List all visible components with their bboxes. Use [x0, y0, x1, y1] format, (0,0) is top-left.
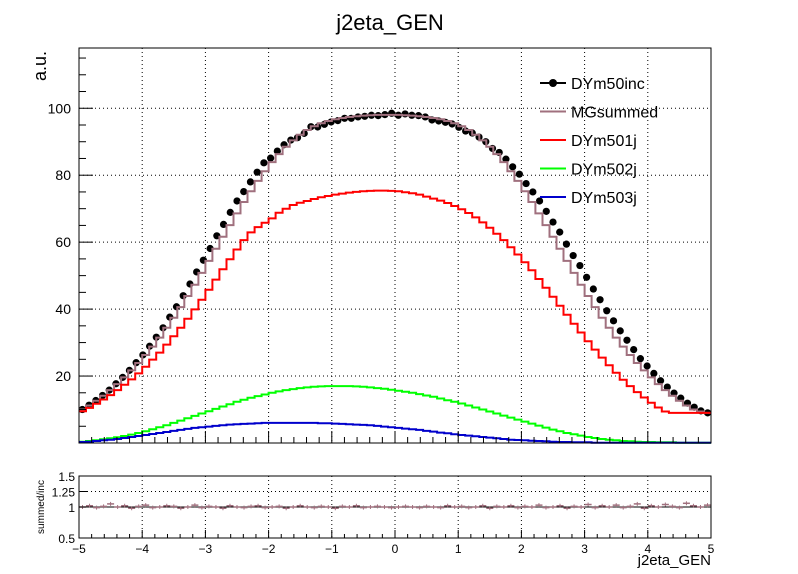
data-point: [650, 369, 658, 377]
data-point: [589, 285, 597, 293]
data-point: [529, 188, 537, 196]
data-point: [636, 355, 645, 363]
ratio-series-layer: [79, 501, 711, 511]
y-tick-label: 20: [55, 368, 71, 384]
data-point: [616, 327, 624, 335]
x-tick-label: 4: [644, 542, 651, 556]
data-point: [260, 159, 268, 167]
data-point: [663, 383, 671, 391]
ratio-y-tick-label: 1: [68, 501, 75, 515]
legend-label-DYm501j: DYm501j: [571, 133, 637, 150]
data-point: [515, 170, 523, 178]
lower-axes: −5 −4 −3 −2 −1 0 1 2 3 4 50.511.251.5: [52, 470, 715, 556]
data-point: [556, 228, 564, 236]
data-point: [656, 377, 665, 385]
x-tick-label: −3: [199, 542, 213, 556]
data-point: [623, 336, 631, 344]
x-tick-label: −2: [262, 542, 276, 556]
data-point: [535, 197, 544, 205]
data-point: [246, 178, 255, 186]
x-tick-label: −5: [72, 542, 86, 556]
legend-label-DYm502j: DYm502j: [571, 162, 637, 179]
data-point: [233, 197, 241, 205]
upper-series-layer: [78, 109, 712, 444]
data-point: [273, 147, 281, 155]
data-point: [219, 220, 228, 229]
legend: DYm50inc MGsummed DYm501j DYm502j DYm503j: [540, 76, 658, 207]
x-tick-label: 2: [518, 542, 525, 556]
legend-label-DYm503j: DYm503j: [571, 190, 637, 207]
legend-marker-DYm50inc: [549, 79, 557, 87]
data-point: [569, 251, 577, 260]
data-point: [603, 307, 611, 315]
data-point: [502, 155, 510, 163]
data-point: [643, 362, 651, 370]
data-point: [596, 296, 604, 304]
data-point: [253, 168, 261, 176]
data-point: [583, 273, 591, 281]
upper-axes: 20 40 60 80 100: [48, 57, 712, 443]
x-tick-label: 1: [455, 542, 462, 556]
upper-grid: [79, 48, 711, 443]
ratio-y-tick-label: 0.5: [58, 532, 75, 546]
data-point: [549, 218, 557, 226]
y-tick-label: 100: [48, 100, 72, 116]
x-tick-label: 5: [708, 542, 715, 556]
y-axis-label: a.u.: [30, 51, 50, 81]
ratio-y-axis-label: summed/inc: [36, 480, 47, 534]
y-tick-label: 80: [55, 167, 71, 183]
data-point: [226, 208, 234, 216]
legend-label-DYm50inc: DYm50inc: [571, 76, 645, 93]
chart-title: j2eta_GEN: [335, 10, 444, 35]
y-tick-label: 60: [55, 234, 71, 250]
data-point: [267, 154, 275, 162]
series-line-DYm501j: [79, 189, 711, 414]
series-line-MGsummed: [79, 113, 711, 414]
ratio-y-tick-label: 1.5: [58, 470, 75, 484]
ratio-y-tick-label: 1.25: [52, 486, 76, 500]
data-point: [542, 207, 550, 215]
series-line-DYm503j: [79, 421, 711, 444]
data-point: [576, 261, 584, 270]
x-axis-label: j2eta_GEN: [637, 552, 711, 569]
y-tick-label: 40: [55, 301, 71, 317]
x-tick-label: 3: [581, 542, 588, 556]
x-tick-label: 0: [392, 542, 399, 556]
legend-label-MGsummed: MGsummed: [571, 105, 658, 122]
data-point: [522, 179, 530, 188]
data-point: [562, 240, 571, 248]
data-point: [509, 163, 517, 171]
x-tick-label: −4: [135, 542, 149, 556]
data-point: [630, 346, 638, 354]
data-point: [240, 188, 248, 196]
data-point: [609, 317, 618, 325]
x-tick-label: −1: [325, 542, 339, 556]
